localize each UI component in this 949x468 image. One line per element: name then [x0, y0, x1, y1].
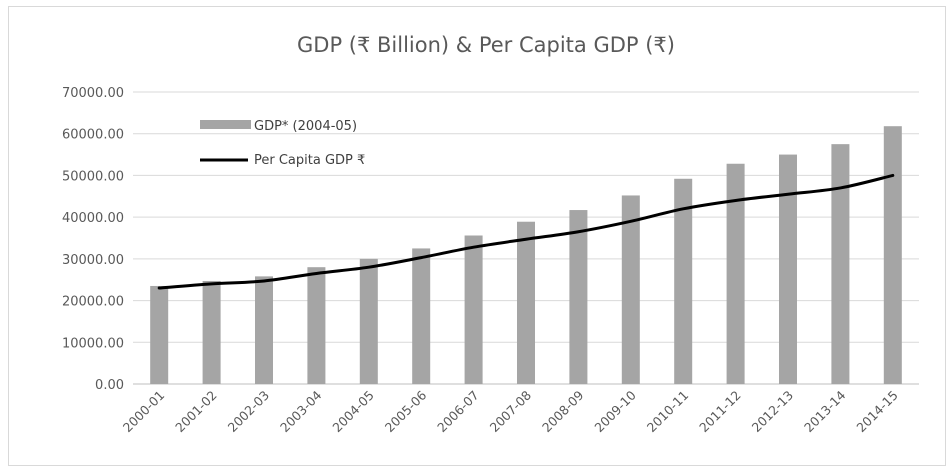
x-tick-label: 2007-08	[487, 387, 535, 435]
gdp-bar	[307, 267, 326, 384]
x-tick-label: 2005-06	[382, 387, 430, 435]
gdp-bar	[831, 144, 850, 384]
gdp-bar	[517, 221, 535, 384]
gdp-bar	[569, 210, 588, 384]
x-tick-label: 2000-01	[120, 388, 168, 436]
gdp-bar	[779, 154, 797, 384]
gdp-bar	[412, 248, 431, 384]
y-tick-label: 20000.00	[62, 295, 124, 310]
gdp-bar	[726, 163, 745, 384]
legend-swatch-gdp	[200, 120, 251, 129]
gdp-bar	[150, 285, 169, 384]
chart-frame: GDP (₹ Billion) & Per Capita GDP (₹) 0.0…	[8, 6, 946, 466]
gdp-bars	[150, 126, 902, 384]
x-tick-label: 2006-07	[434, 388, 482, 436]
gdp-bar	[674, 178, 693, 384]
x-tick-label: 2012-13	[749, 388, 797, 436]
x-tick-label: 2002-03	[225, 388, 273, 436]
y-tick-label: 30000.00	[62, 253, 124, 268]
x-tick-label: 2008-09	[539, 387, 587, 435]
legend-label-per-capita: Per Capita GDP ₹	[254, 153, 365, 168]
x-tick-label: 2004-05	[329, 388, 377, 436]
y-tick-label: 60000.00	[62, 128, 124, 143]
gdp-bar	[202, 280, 221, 384]
gdp-bar	[359, 258, 378, 384]
y-tick-label: 40000.00	[62, 211, 124, 226]
x-tick-label: 2013-14	[801, 387, 849, 435]
x-tick-label: 2014-15	[853, 388, 901, 436]
y-tick-label: 50000.00	[62, 169, 124, 184]
y-tick-label: 70000.00	[62, 86, 124, 101]
x-tick-label: 2009-10	[591, 387, 639, 435]
x-tick-label: 2011-12	[696, 388, 744, 436]
y-tick-label: 0.00	[95, 378, 124, 393]
gdp-bar	[621, 195, 640, 384]
legend-label-gdp: GDP* (2004-05)	[254, 119, 357, 134]
x-tick-label: 2010-11	[644, 388, 692, 436]
y-axis-tick-labels: 0.00 10000.00 20000.00 30000.00 40000.00 5000…	[62, 86, 124, 393]
x-tick-label: 2003-04	[277, 387, 325, 435]
chart-title: GDP (₹ Billion) & Per Capita GDP (₹)	[297, 33, 675, 57]
gdp-bar	[255, 276, 273, 384]
gdp-bar	[464, 235, 483, 384]
legend: GDP* (2004-05) Per Capita GDP ₹	[200, 119, 365, 168]
per-capita-line-group	[157, 173, 895, 290]
chart-svg: GDP (₹ Billion) & Per Capita GDP (₹) 0.0…	[62, 33, 919, 435]
gdp-bar	[883, 126, 902, 384]
y-tick-label: 10000.00	[62, 336, 124, 351]
x-tick-label: 2001-02	[172, 388, 220, 436]
x-axis-tick-labels: 2000-01 2001-02 2002-03 2003-04 2004-05 2005-…	[120, 387, 901, 435]
